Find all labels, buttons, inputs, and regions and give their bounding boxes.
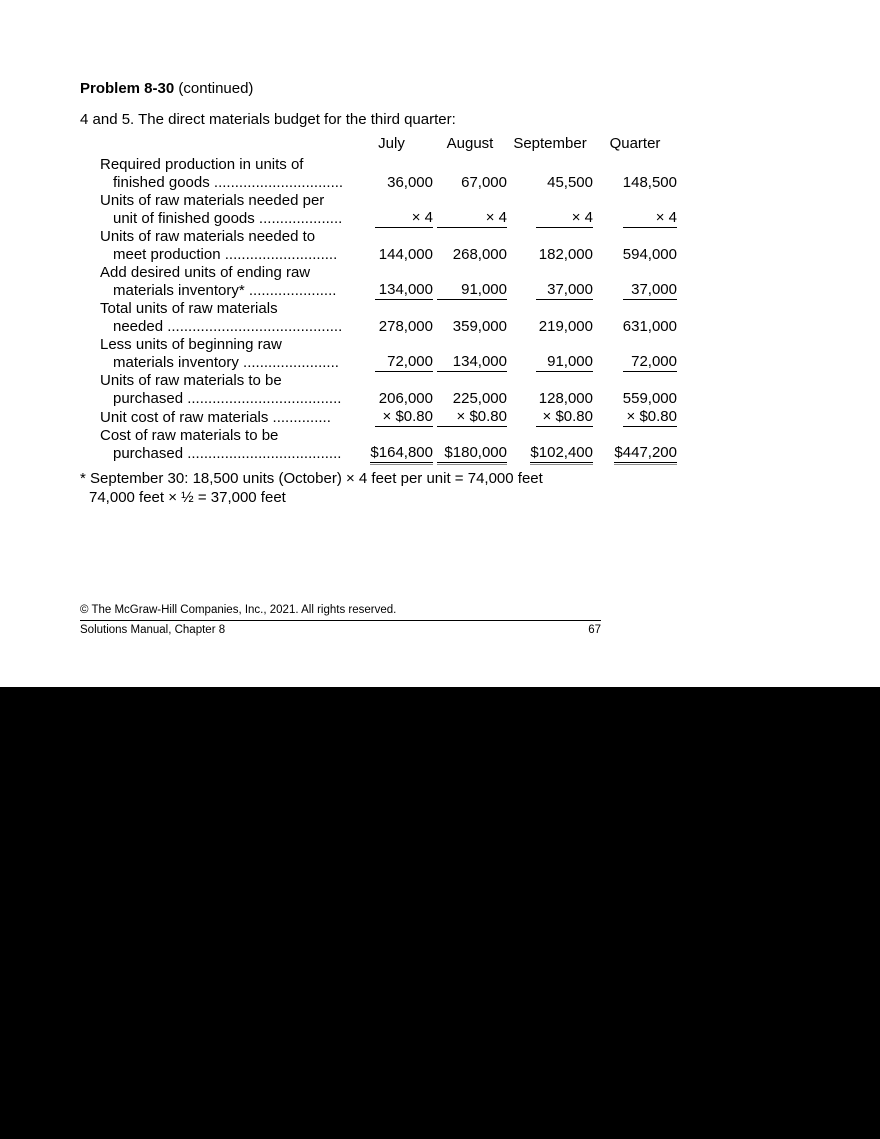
value-cell: 182,000 (538, 246, 593, 263)
value-cell: 72,000 (593, 336, 677, 372)
value-cell: × 4 (593, 192, 677, 228)
value-cell: × $0.80 (350, 408, 433, 427)
value-cell: × 4 (350, 192, 433, 228)
value-cell: 594,000 (622, 246, 677, 263)
copyright-text: © The McGraw-Hill Companies, Inc., 2021.… (80, 604, 601, 621)
row-label: Units of raw materials to be purchased .… (100, 372, 342, 407)
value-cell: 148,500 (622, 174, 677, 191)
value-cell: 128,000 (538, 390, 593, 407)
footnote-line-2: 74,000 feet × ½ = 37,000 feet (89, 488, 286, 506)
value-cell: 134,000 (433, 336, 507, 372)
value-cell: × $0.80 (593, 408, 677, 427)
value-cell: 45,500 (547, 174, 593, 191)
row-label: Units of raw materials needed to meet pr… (100, 228, 338, 263)
value-cell: 278,000 (378, 318, 433, 335)
row-label: Units of raw materials needed per unit o… (100, 192, 343, 227)
table-row: Cost of raw materials to be purchased ..… (100, 427, 677, 465)
value-cell: 219,000 (538, 318, 593, 335)
header-quarter: Quarter (609, 135, 661, 152)
table-row: Units of raw materials to be purchased .… (100, 372, 677, 408)
row-label: Total units of raw materials needed ....… (100, 300, 343, 335)
page-footer: © The McGraw-Hill Companies, Inc., 2021.… (80, 604, 601, 637)
value-cell: 359,000 (452, 318, 507, 335)
value-cell: 134,000 (350, 264, 433, 300)
header-empty (100, 135, 350, 156)
value-cell: 67,000 (461, 174, 507, 191)
row-label: Unit cost of raw materials .............… (100, 409, 331, 426)
problem-continued: (continued) (174, 80, 254, 97)
value-cell: × $0.80 (507, 408, 593, 427)
value-cell: 91,000 (507, 336, 593, 372)
table-header-row: July August September Quarter (100, 135, 677, 156)
table-row: Units of raw materials needed per unit o… (100, 192, 677, 228)
table-row: Add desired units of ending raw material… (100, 264, 677, 300)
black-area (0, 687, 880, 1139)
header-july: July (378, 135, 405, 152)
value-cell: × 4 (433, 192, 507, 228)
value-cell: × $0.80 (433, 408, 507, 427)
value-cell: 144,000 (378, 246, 433, 263)
table-row: Total units of raw materials needed ....… (100, 300, 677, 336)
table-row: Units of raw materials needed to meet pr… (100, 228, 677, 264)
value-cell: 72,000 (350, 336, 433, 372)
header-august: August (446, 135, 494, 152)
table-row: Less units of beginning raw materials in… (100, 336, 677, 372)
value-cell: $102,400 (530, 444, 593, 465)
page-number: 67 (588, 624, 601, 636)
value-cell: $180,000 (433, 427, 507, 465)
row-label: Add desired units of ending raw material… (100, 264, 337, 299)
value-cell: 268,000 (452, 246, 507, 263)
value-cell: 225,000 (452, 390, 507, 407)
value-cell: 559,000 (622, 390, 677, 407)
value-cell: 91,000 (433, 264, 507, 300)
direct-materials-budget-table: July August September Quarter Required p… (100, 135, 677, 465)
row-label: Cost of raw materials to be purchased ..… (100, 427, 342, 462)
manual-chapter-label: Solutions Manual, Chapter 8 (80, 624, 226, 636)
value-cell: × 4 (507, 192, 593, 228)
row-label: Required production in units of finished… (100, 156, 344, 191)
problem-number: Problem 8-30 (80, 80, 175, 97)
table-row: Required production in units of finished… (100, 156, 677, 192)
value-cell: 37,000 (593, 264, 677, 300)
value-cell: 206,000 (378, 390, 433, 407)
page-title: Problem 8-30 (continued) (80, 80, 253, 98)
value-cell: $164,800 (370, 444, 433, 465)
value-cell: 631,000 (622, 318, 677, 335)
table-row: Unit cost of raw materials .............… (100, 408, 677, 427)
document-page: Problem 8-30 (continued) 4 and 5. The di… (0, 0, 880, 687)
footnote: * September 30: 18,500 units (October) ×… (80, 470, 543, 507)
value-cell: 37,000 (507, 264, 593, 300)
header-september: September (513, 135, 587, 152)
value-cell: 36,000 (387, 174, 433, 191)
footnote-line-1: * September 30: 18,500 units (October) ×… (80, 470, 543, 487)
intro-text: 4 and 5. The direct materials budget for… (80, 111, 456, 128)
value-cell: $447,200 (614, 444, 677, 465)
row-label: Less units of beginning raw materials in… (100, 336, 339, 371)
